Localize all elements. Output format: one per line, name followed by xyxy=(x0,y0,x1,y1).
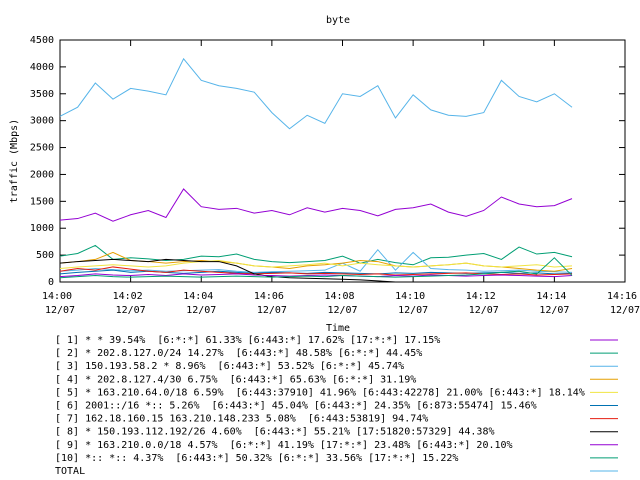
x-tick-label: 14:14 12/07 xyxy=(536,291,572,316)
y-tick-label: 4000 xyxy=(30,62,54,73)
x-axis-label: Time xyxy=(326,323,350,334)
y-tick-label: 1500 xyxy=(30,196,54,207)
legend-label: [ 3] 150.193.58.2 * 8.96% [6:443:*] 53.5… xyxy=(55,361,404,372)
series-line xyxy=(59,57,573,130)
series-line xyxy=(59,259,573,270)
legend-label: [ 4] * 202.8.127.4/30 6.75% [6:443:*] 65… xyxy=(55,374,416,385)
x-tick-label: 14:12 12/07 xyxy=(466,291,502,316)
x-tick-label: 14:04 12/07 xyxy=(183,291,219,316)
y-tick-label: 2000 xyxy=(30,169,54,180)
y-tick-label: 4500 xyxy=(30,35,54,46)
y-tick-label: 3500 xyxy=(30,89,54,100)
y-tick-label: 500 xyxy=(36,250,54,261)
y-tick-label: 1000 xyxy=(30,223,54,234)
series-line xyxy=(59,258,396,283)
y-tick-label: 0 xyxy=(48,277,54,288)
y-axis-label: traffic (Mbps) xyxy=(9,119,20,203)
x-tick-label: 14:06 12/07 xyxy=(254,291,290,316)
legend-label: [ 1] * * 39.54% [6:*:*] 61.33% [6:443:*]… xyxy=(55,335,440,346)
legend-label: [ 9] * 163.210.0.0/18 4.57% [6:*:*] 41.1… xyxy=(55,440,513,451)
series-line xyxy=(59,244,573,266)
legend-label: [10] *:: *:: 4.37% [6:443:*] 50.32% [6:*… xyxy=(55,453,458,464)
y-tick-label: 3000 xyxy=(30,116,54,127)
legend-label: [ 6] 2001::/16 *:: 5.26% [6:443:*] 45.04… xyxy=(55,401,537,412)
x-tick-label: 14:02 12/07 xyxy=(113,291,149,316)
plot-frame xyxy=(59,39,626,283)
series-line xyxy=(59,273,573,278)
y-tick-label: 2500 xyxy=(30,143,54,154)
chart-title: byte xyxy=(326,15,350,26)
x-tick-label: 14:10 12/07 xyxy=(395,291,431,316)
legend-label: [ 5] * 163.210.64.0/18 6.59% [6:443:3791… xyxy=(55,387,585,398)
x-tick-label: 14:08 12/07 xyxy=(324,291,360,316)
series-line xyxy=(59,248,573,273)
series-line xyxy=(59,251,573,272)
legend-label: [ 2] * 202.8.127.0/24 14.27% [6:443:*] 4… xyxy=(55,348,422,359)
series-line xyxy=(59,257,573,279)
x-tick-label: 14:00 12/07 xyxy=(42,291,78,316)
legend-label: [ 7] 162.18.160.15 163.210.148.233 5.08%… xyxy=(55,414,428,425)
series-line xyxy=(59,188,573,222)
x-tick-label: 14:16 12/07 xyxy=(607,291,640,316)
legend-label: TOTAL xyxy=(55,466,85,477)
series-line xyxy=(59,269,573,275)
legend-label: [ 8] * 150.193.112.192/26 4.60% [6:443:*… xyxy=(55,427,495,438)
